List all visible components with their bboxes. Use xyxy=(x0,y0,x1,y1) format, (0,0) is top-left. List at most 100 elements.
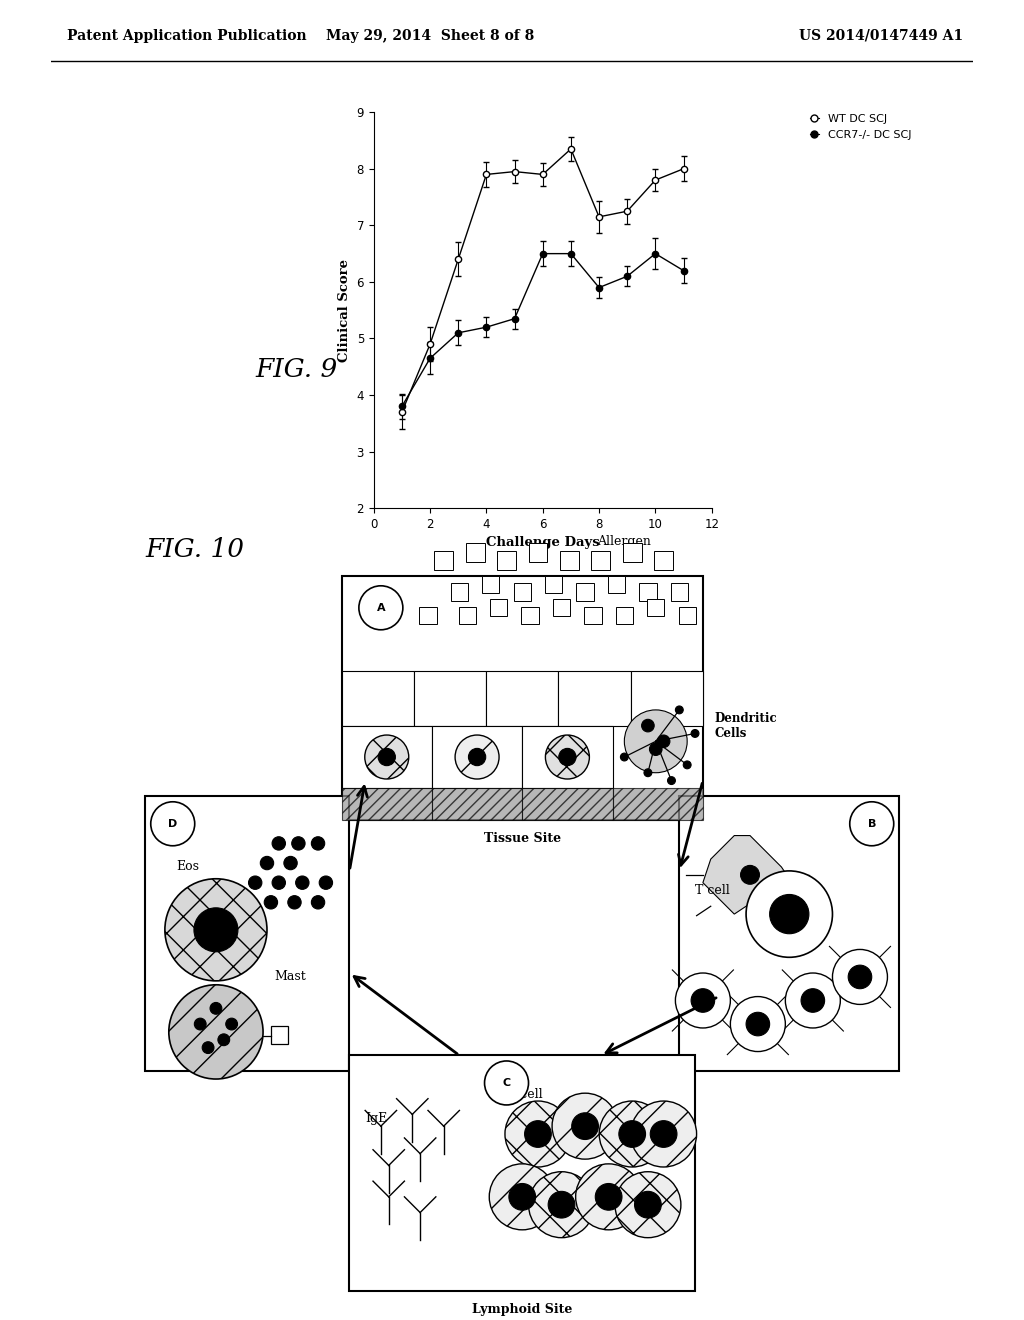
Circle shape xyxy=(195,1018,206,1030)
Circle shape xyxy=(225,1018,238,1030)
Bar xyxy=(522,788,612,820)
Bar xyxy=(522,726,612,788)
Bar xyxy=(654,552,673,570)
Bar xyxy=(585,607,601,624)
Circle shape xyxy=(621,754,629,760)
Circle shape xyxy=(249,876,262,890)
Bar xyxy=(459,607,476,624)
Circle shape xyxy=(691,730,699,738)
Circle shape xyxy=(505,1101,571,1167)
Circle shape xyxy=(595,1184,622,1210)
Text: Allergen: Allergen xyxy=(597,535,651,548)
Bar xyxy=(490,599,507,616)
Circle shape xyxy=(668,776,676,784)
Bar xyxy=(608,576,625,593)
Bar xyxy=(514,583,530,601)
Bar xyxy=(553,599,570,616)
Bar xyxy=(486,671,558,726)
Circle shape xyxy=(311,896,325,909)
Bar xyxy=(591,552,610,570)
Bar xyxy=(434,552,454,570)
Circle shape xyxy=(272,876,286,890)
Polygon shape xyxy=(702,836,797,913)
Bar xyxy=(342,671,414,726)
Circle shape xyxy=(770,895,809,933)
Circle shape xyxy=(151,801,195,846)
Circle shape xyxy=(746,1012,770,1036)
Bar xyxy=(623,544,642,562)
Circle shape xyxy=(676,973,730,1028)
Bar xyxy=(671,583,688,601)
Circle shape xyxy=(618,1121,645,1147)
Text: May 29, 2014  Sheet 8 of 8: May 29, 2014 Sheet 8 of 8 xyxy=(326,29,535,42)
Circle shape xyxy=(635,1192,662,1218)
Circle shape xyxy=(650,1121,677,1147)
Bar xyxy=(679,607,696,624)
Circle shape xyxy=(552,1093,618,1159)
Circle shape xyxy=(575,1164,642,1230)
Circle shape xyxy=(740,866,760,884)
Text: FIG. 10: FIG. 10 xyxy=(145,537,245,562)
Circle shape xyxy=(202,1041,214,1053)
Bar xyxy=(528,544,548,562)
Circle shape xyxy=(260,857,273,870)
Bar xyxy=(342,788,432,820)
Circle shape xyxy=(311,837,325,850)
Circle shape xyxy=(378,748,395,766)
Circle shape xyxy=(524,1121,551,1147)
Circle shape xyxy=(644,768,652,776)
Bar xyxy=(521,607,539,624)
X-axis label: Challenge Days: Challenge Days xyxy=(485,536,600,549)
Circle shape xyxy=(657,735,670,747)
Text: Lymphoid Site: Lymphoid Site xyxy=(472,1303,572,1316)
Circle shape xyxy=(455,735,499,779)
Text: Patent Application Publication: Patent Application Publication xyxy=(67,29,306,42)
Bar xyxy=(466,544,484,562)
Text: A: A xyxy=(377,603,385,612)
Circle shape xyxy=(319,876,333,890)
Text: B cell: B cell xyxy=(507,1088,542,1101)
Circle shape xyxy=(848,965,871,989)
Bar xyxy=(414,671,486,726)
Circle shape xyxy=(615,1172,681,1238)
Text: IgE: IgE xyxy=(366,1111,387,1125)
Circle shape xyxy=(528,1172,595,1238)
Circle shape xyxy=(746,871,833,957)
Circle shape xyxy=(165,879,267,981)
Text: US 2014/0147449 A1: US 2014/0147449 A1 xyxy=(799,29,963,42)
Circle shape xyxy=(676,706,683,714)
Circle shape xyxy=(484,1061,528,1105)
Text: T cell: T cell xyxy=(695,884,730,898)
Bar xyxy=(432,726,522,788)
Text: Eos: Eos xyxy=(177,861,200,874)
Circle shape xyxy=(833,949,888,1005)
Text: B: B xyxy=(867,818,876,829)
Bar xyxy=(545,576,562,593)
Circle shape xyxy=(559,748,577,766)
Circle shape xyxy=(264,896,278,909)
Bar xyxy=(497,552,516,570)
Bar xyxy=(342,577,702,820)
Bar xyxy=(631,671,702,726)
Text: FIG. 9: FIG. 9 xyxy=(256,358,338,381)
Bar xyxy=(432,788,522,820)
Circle shape xyxy=(801,989,824,1012)
Bar xyxy=(342,726,432,788)
Circle shape xyxy=(296,876,309,890)
Bar xyxy=(451,583,468,601)
Circle shape xyxy=(785,973,841,1028)
Text: D: D xyxy=(168,818,177,829)
Circle shape xyxy=(631,1101,696,1167)
Circle shape xyxy=(571,1113,598,1139)
Bar xyxy=(145,796,349,1072)
Circle shape xyxy=(194,908,238,952)
Circle shape xyxy=(548,1192,574,1218)
Circle shape xyxy=(169,985,263,1078)
Legend: WT DC SCJ, CCR7-/- DC SCJ: WT DC SCJ, CCR7-/- DC SCJ xyxy=(806,110,915,144)
Text: Mast: Mast xyxy=(274,970,306,983)
Circle shape xyxy=(649,743,663,755)
Circle shape xyxy=(730,997,785,1052)
Bar xyxy=(420,607,436,624)
Circle shape xyxy=(599,1101,666,1167)
Circle shape xyxy=(218,1034,229,1045)
